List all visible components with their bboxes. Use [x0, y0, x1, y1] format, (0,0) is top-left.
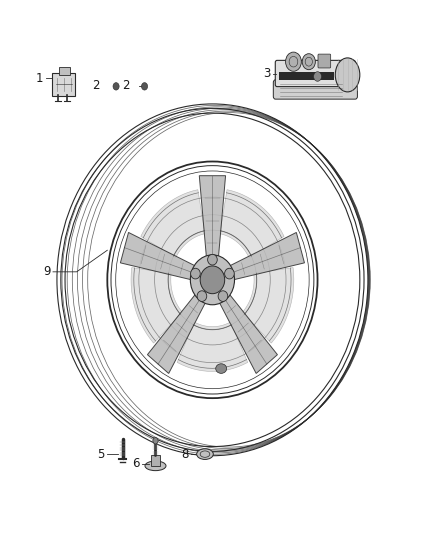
Circle shape [113, 83, 119, 90]
Polygon shape [177, 322, 248, 372]
Circle shape [314, 71, 321, 82]
Circle shape [141, 83, 148, 90]
Polygon shape [243, 268, 294, 343]
Polygon shape [223, 232, 304, 281]
Text: 9: 9 [43, 265, 50, 278]
Text: 2: 2 [92, 79, 100, 92]
Text: 6: 6 [132, 457, 139, 470]
Text: 5: 5 [97, 448, 104, 461]
Circle shape [286, 52, 301, 71]
Text: 3: 3 [263, 67, 271, 80]
Text: 2: 2 [122, 79, 129, 92]
Polygon shape [148, 287, 209, 374]
Polygon shape [199, 176, 226, 266]
Polygon shape [131, 268, 182, 343]
Ellipse shape [197, 291, 207, 302]
Polygon shape [220, 190, 284, 257]
FancyBboxPatch shape [275, 60, 355, 86]
Ellipse shape [336, 58, 360, 92]
Bar [279, 72, 334, 80]
Ellipse shape [191, 255, 234, 305]
Ellipse shape [225, 268, 234, 279]
Ellipse shape [197, 449, 213, 459]
Circle shape [302, 54, 315, 70]
Polygon shape [120, 232, 202, 281]
Circle shape [153, 438, 158, 444]
Polygon shape [215, 287, 277, 374]
FancyBboxPatch shape [151, 455, 160, 466]
Ellipse shape [200, 266, 225, 294]
Ellipse shape [218, 291, 228, 302]
FancyBboxPatch shape [318, 54, 331, 68]
Ellipse shape [191, 268, 200, 279]
FancyBboxPatch shape [59, 67, 70, 75]
Ellipse shape [145, 461, 166, 471]
Polygon shape [141, 190, 205, 257]
Ellipse shape [215, 364, 227, 373]
Text: 1: 1 [35, 72, 43, 85]
Ellipse shape [208, 254, 217, 265]
Text: 8: 8 [181, 448, 188, 461]
FancyBboxPatch shape [273, 80, 357, 99]
FancyBboxPatch shape [52, 73, 75, 96]
